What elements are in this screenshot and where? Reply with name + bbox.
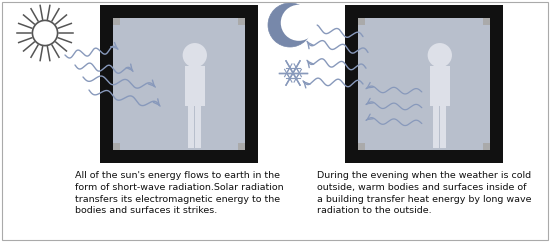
Bar — [358, 143, 365, 150]
Bar — [195, 106, 201, 148]
Bar — [100, 5, 113, 163]
Bar — [345, 5, 358, 163]
Bar — [192, 62, 198, 68]
Bar — [490, 5, 503, 163]
Bar — [245, 5, 258, 163]
Bar — [437, 62, 443, 68]
Bar — [100, 5, 258, 18]
Bar — [433, 106, 439, 148]
Bar — [100, 150, 258, 163]
Bar — [113, 18, 120, 25]
Circle shape — [268, 3, 312, 47]
Bar — [188, 106, 194, 148]
Bar — [430, 66, 450, 106]
Bar — [345, 5, 503, 18]
Bar — [238, 143, 245, 150]
Bar — [100, 5, 258, 163]
Bar — [345, 5, 503, 163]
Bar — [358, 18, 365, 25]
Bar — [185, 66, 205, 106]
Circle shape — [428, 43, 452, 67]
Text: All of the sun's energy flows to earth in the
form of short-wave radiation.Solar: All of the sun's energy flows to earth i… — [75, 171, 283, 215]
Text: During the evening when the weather is cold
outside, warm bodies and surfaces in: During the evening when the weather is c… — [317, 171, 531, 215]
Bar — [238, 18, 245, 25]
Bar — [483, 143, 490, 150]
Bar — [483, 18, 490, 25]
Bar — [345, 150, 503, 163]
Circle shape — [32, 20, 58, 45]
Bar — [113, 143, 120, 150]
Circle shape — [280, 5, 317, 41]
Bar — [441, 106, 447, 148]
Circle shape — [183, 43, 207, 67]
